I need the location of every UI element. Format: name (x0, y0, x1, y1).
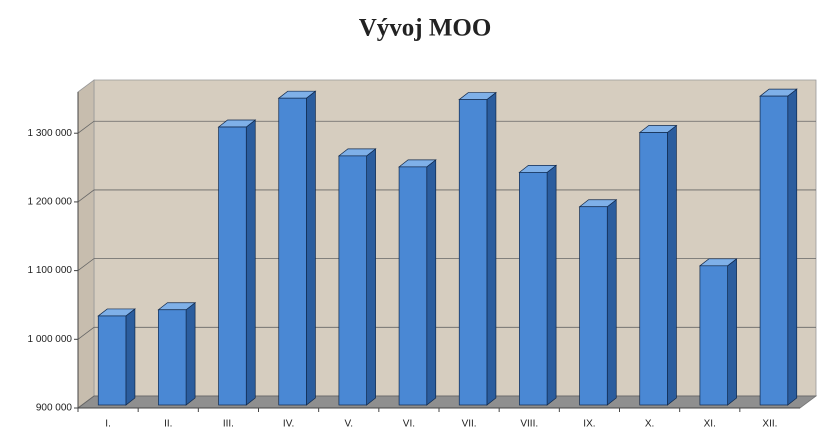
bar-side (727, 258, 737, 406)
bar (519, 172, 548, 406)
x-tick-label: VIII. (520, 419, 538, 430)
bar-side (667, 124, 677, 406)
x-tick-label: VII. (462, 419, 477, 430)
y-tick-label: 1 200 000 (28, 197, 73, 208)
bar (699, 265, 728, 406)
x-tick-label: II. (164, 419, 172, 430)
bar-side (606, 199, 617, 406)
grid-line (77, 395, 816, 409)
y-tick-label: 900 000 (36, 403, 73, 414)
x-tick-label: XII. (762, 419, 777, 430)
bar (458, 99, 488, 406)
bar-side (125, 308, 136, 406)
x-tick-label: VI. (403, 419, 415, 430)
grid-line (77, 189, 816, 203)
x-tick-label: IX. (583, 419, 595, 430)
bar-side (787, 88, 798, 406)
y-tick-label: 1 300 000 (28, 128, 73, 139)
grid-line (77, 326, 816, 340)
grid-line (77, 258, 816, 271)
side-wall (77, 79, 95, 409)
y-tick-label: 1 100 000 (28, 265, 73, 276)
bar-side (306, 90, 316, 406)
grid-line (77, 120, 816, 134)
x-tick-label: X. (645, 419, 654, 430)
bar (97, 315, 127, 406)
bar-side (366, 148, 376, 406)
bar (759, 95, 789, 406)
bar (398, 166, 428, 406)
y-tick-label: 1 000 000 (28, 334, 73, 345)
bar-side (546, 164, 557, 406)
x-tick-label: XI. (704, 419, 716, 430)
bar-side (486, 91, 497, 406)
bar (639, 132, 668, 406)
bar (579, 206, 608, 406)
bar-side (426, 159, 437, 406)
bar (158, 309, 187, 406)
bar-side (245, 119, 256, 406)
bar (218, 126, 247, 406)
chart-title: Vývoj MOO (359, 15, 492, 42)
x-tick-label: V. (344, 419, 353, 430)
x-tick-label: I. (105, 419, 111, 430)
bar (278, 97, 307, 406)
x-tick-label: IV. (283, 419, 294, 430)
bar (338, 155, 367, 406)
x-tick-label: III. (223, 419, 234, 430)
bar-side (185, 302, 196, 406)
